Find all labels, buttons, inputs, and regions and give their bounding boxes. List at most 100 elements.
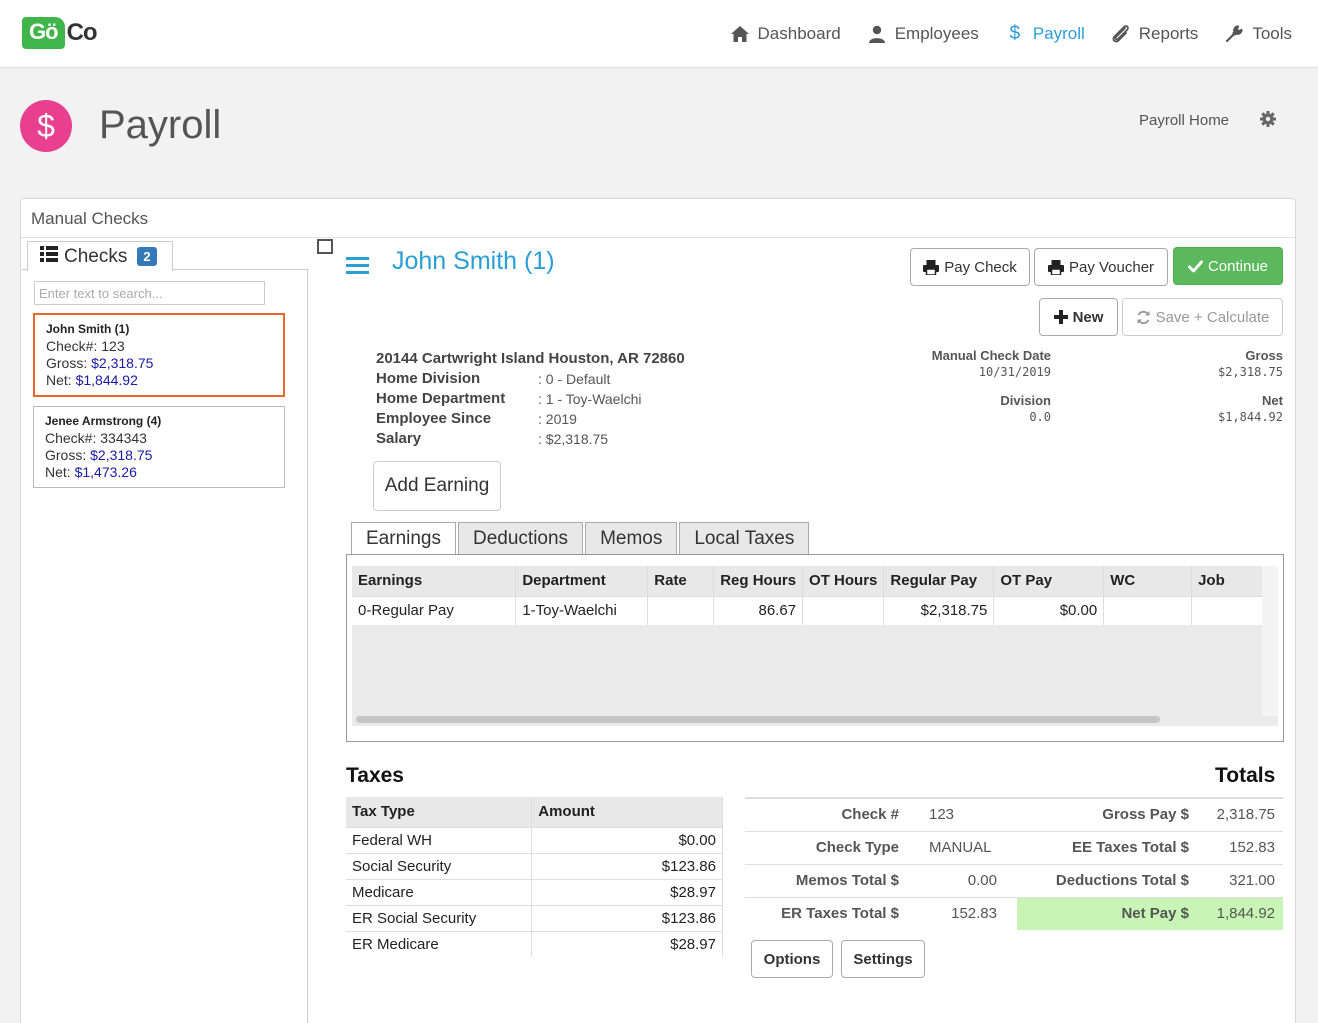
gear-icon[interactable] — [1259, 110, 1277, 128]
save-calculate-label: Save + Calculate — [1155, 308, 1270, 326]
earnings-header-row: Earnings Department Rate Reg Hours OT Ho… — [352, 566, 1278, 596]
check-gross-value: $2,318.75 — [90, 447, 153, 463]
horizontal-scrollbar[interactable] — [356, 716, 1160, 723]
table-row: Federal WH $0.00 — [346, 826, 723, 853]
new-label: New — [1072, 308, 1104, 326]
check-employee-name: John Smith (1) — [46, 322, 130, 336]
employee-info: 20144 Cartwright Island Houston, AR 7286… — [376, 349, 685, 449]
settings-button[interactable]: Settings — [841, 940, 925, 978]
check-card-jenee-armstrong[interactable]: Jenee Armstrong (4) Check#: 334343 Gross… — [33, 406, 285, 488]
plus-icon — [1053, 310, 1068, 324]
tax-type: ER Social Security — [346, 904, 533, 931]
nav-tools[interactable]: Tools — [1224, 24, 1292, 44]
payroll-home-link[interactable]: Payroll Home — [1139, 112, 1230, 129]
tax-amount: $0.00 — [531, 826, 723, 853]
checks-search-input[interactable] — [34, 281, 265, 305]
col-header[interactable]: Regular Pay — [883, 566, 995, 596]
table-row[interactable]: 0-Regular Pay 1-Toy-Waelchi 86.67 $2,318… — [352, 595, 1278, 625]
table-row: ER Social Security $123.86 — [346, 904, 723, 931]
check-card-john-smith[interactable]: John Smith (1) Check#: 123 Gross: $2,318… — [33, 313, 285, 397]
checks-tab-label: Checks — [64, 245, 128, 267]
col-header[interactable]: OT Pay — [993, 566, 1105, 596]
cell-department[interactable]: 1-Toy-Waelchi — [515, 595, 649, 625]
nav-reports[interactable]: Reports — [1111, 24, 1199, 44]
nav-reports-label: Reports — [1138, 24, 1199, 43]
wrench-icon — [1224, 24, 1244, 44]
tab-memos[interactable]: Memos — [585, 522, 678, 554]
table-row: Medicare $28.97 — [346, 878, 723, 905]
tab-earnings[interactable]: Earnings — [351, 522, 456, 555]
col-header[interactable]: Reg Hours — [713, 566, 804, 596]
nav-dashboard[interactable]: Dashboard — [730, 24, 841, 44]
add-earning-button[interactable]: Add Earning — [373, 461, 501, 511]
nav-payroll[interactable]: $ Payroll — [1005, 23, 1085, 44]
tax-amount: $28.97 — [531, 930, 723, 957]
new-button[interactable]: New — [1039, 298, 1118, 336]
col-header[interactable]: WC — [1103, 566, 1193, 596]
totals-label: Gross Pay $ — [1017, 797, 1197, 831]
check-gross-line: Gross: $2,318.75 — [46, 355, 272, 372]
cell-rate[interactable] — [647, 595, 715, 625]
col-header[interactable]: Rate — [647, 566, 715, 596]
cell-regular-pay[interactable]: $2,318.75 — [883, 595, 995, 625]
detail-tabs: Earnings Deductions Memos Local Taxes — [351, 522, 810, 555]
main-nav: Dashboard Employees $ Payroll Reports To… — [730, 23, 1292, 44]
meta-division: Division 0.0 — [901, 392, 1051, 426]
check-number-value: 123 — [101, 338, 125, 354]
cell-ot-pay[interactable]: $0.00 — [993, 595, 1105, 625]
panel-divider — [21, 237, 1295, 238]
cell-reg-hours[interactable]: 86.67 — [713, 595, 804, 625]
vertical-scrollbar[interactable] — [1262, 566, 1278, 716]
totals-label: Deductions Total $ — [1017, 863, 1197, 897]
col-header[interactable]: OT Hours — [802, 566, 885, 596]
dollar-icon: $ — [1009, 23, 1021, 44]
meta-gross-label: Gross — [1245, 348, 1283, 363]
cell-ot-hours[interactable] — [802, 595, 885, 625]
cell-wc[interactable] — [1103, 595, 1193, 625]
tab-deductions[interactable]: Deductions — [458, 522, 584, 554]
info-label: Home Department — [376, 390, 506, 407]
table-row: Memos Total $ 0.00 Deductions Total $ 32… — [745, 863, 1283, 897]
col-header[interactable]: Earnings — [352, 566, 517, 596]
tax-type: ER Medicare — [346, 930, 533, 957]
check-number-label: Check#: — [45, 430, 97, 446]
nav-employees[interactable]: Employees — [867, 24, 979, 44]
nav-dashboard-label: Dashboard — [757, 24, 841, 43]
tab-local-taxes[interactable]: Local Taxes — [679, 522, 810, 554]
check-gross-label: Gross: — [46, 355, 88, 371]
check-gross-value: $2,318.75 — [91, 355, 154, 371]
check-gross-line: Gross: $2,318.75 — [45, 447, 273, 464]
check-number-line: Check#: 123 — [46, 338, 272, 355]
check-number-line: Check#: 334343 — [45, 430, 273, 447]
employee-title: John Smith (1) — [392, 247, 555, 275]
nav-payroll-label: Payroll — [1032, 24, 1085, 43]
totals-value: MANUAL — [907, 830, 1017, 864]
col-header: Tax Type — [346, 797, 533, 827]
check-date-label: Manual Check Date — [931, 348, 1051, 363]
continue-button[interactable]: Continue — [1173, 247, 1283, 285]
col-header[interactable]: Department — [515, 566, 649, 596]
net-pay-label: Net Pay $ — [1017, 896, 1197, 930]
pay-check-button[interactable]: Pay Check — [910, 248, 1030, 286]
panel-title: Manual Checks — [31, 209, 149, 228]
meta-division-label: Division — [1000, 393, 1051, 408]
meta-net-label: Net — [1262, 393, 1283, 408]
checks-list-pane: John Smith (1) Check#: 123 Gross: $2,318… — [22, 269, 308, 1023]
hamburger-menu-icon[interactable] — [346, 257, 369, 275]
pay-voucher-button[interactable]: Pay Voucher — [1034, 248, 1168, 286]
goco-logo[interactable]: Gö Co — [22, 16, 98, 50]
info-value: : $2,318.75 — [538, 431, 609, 447]
check-date-value: 10/31/2019 — [978, 365, 1051, 379]
cell-earnings[interactable]: 0-Regular Pay — [352, 595, 517, 625]
tax-amount: $123.86 — [531, 852, 723, 879]
options-button[interactable]: Options — [751, 940, 833, 978]
checks-tab[interactable]: Checks 2 — [27, 241, 173, 271]
checks-count-badge: 2 — [137, 247, 157, 266]
meta-gross-value: $2,318.75 — [1217, 365, 1283, 379]
save-calculate-button[interactable]: Save + Calculate — [1122, 298, 1283, 336]
info-row-division: Home Division: 0 - Default — [376, 369, 685, 389]
collapse-toggle-icon[interactable] — [317, 239, 333, 254]
top-navbar: Gö Co Dashboard Employees $ Payroll Repo… — [0, 0, 1318, 68]
totals-table: Check # 123 Gross Pay $ 2,318.75 Check T… — [745, 797, 1283, 930]
check-net-line: Net: $1,844.92 — [46, 372, 272, 389]
